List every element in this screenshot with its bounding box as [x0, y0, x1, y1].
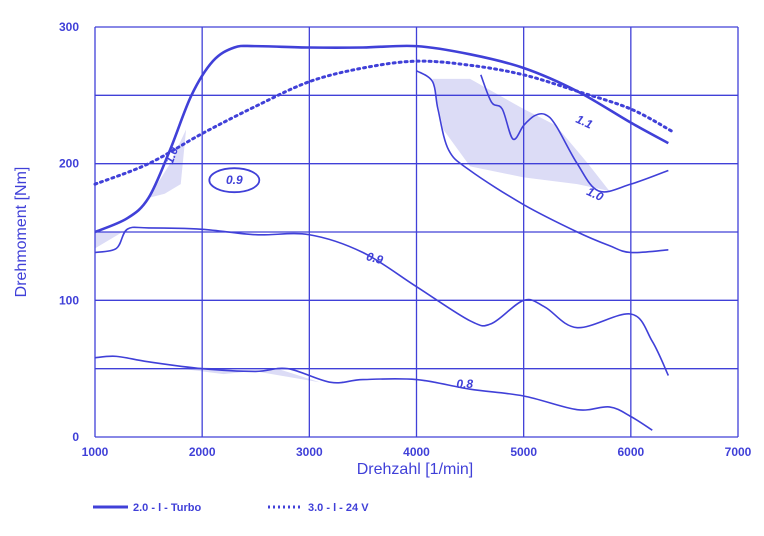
x-tick-label-1: 2000 [189, 445, 216, 459]
contour-label-4: 0.9 [365, 249, 385, 267]
chart-grid [94, 26, 739, 438]
shaded-regions [95, 78, 610, 383]
y-tick-label-0: 0 [72, 430, 79, 444]
contour-lines [94, 70, 670, 431]
y-tick-label-2: 200 [59, 157, 79, 171]
shaded-region-2 [95, 229, 128, 249]
contour-line-2 [94, 226, 670, 376]
contour-label-0: 1.0 [162, 145, 181, 166]
contour-labels: 1.0 0.9 1.1 1.0 0.9 0.8 [162, 112, 606, 391]
series-line-1 [93, 59, 676, 186]
x-axis-title: Drehzahl [1/min] [357, 461, 474, 478]
series-lines [93, 44, 676, 234]
x-tick-label-5: 6000 [617, 445, 644, 459]
contour-label-ring [208, 167, 261, 194]
shaded-region-1 [432, 78, 610, 191]
x-tick-label-0: 1000 [82, 445, 109, 459]
contour-label-1: 0.9 [226, 173, 243, 187]
contour-label-3: 1.0 [584, 184, 605, 204]
contour-line-0 [480, 74, 669, 193]
y-tick-label-1: 100 [59, 293, 79, 307]
series-line-0 [94, 44, 669, 234]
legend: 2.0 - l - Turbo 3.0 - l - 24 V [93, 502, 369, 514]
x-tick-label-2: 3000 [296, 445, 323, 459]
contour-label-5: 0.8 [456, 377, 473, 391]
x-tick-label-4: 5000 [510, 445, 537, 459]
y-axis-title: Drehmoment [Nm] [13, 167, 30, 298]
shaded-region-3 [180, 367, 321, 383]
legend-label-24v: 3.0 - l - 24 V [308, 502, 369, 514]
y-tick-label-3: 300 [59, 20, 79, 34]
y-tick-labels: 0 100 200 300 [59, 20, 79, 444]
shaded-region-0 [148, 129, 187, 198]
x-tick-label-3: 4000 [403, 445, 430, 459]
x-tick-label-6: 7000 [725, 445, 752, 459]
contour-line-1 [416, 70, 669, 254]
legend-label-turbo: 2.0 - l - Turbo [133, 502, 202, 514]
contour-label-2: 1.1 [574, 112, 595, 132]
contour-line-3 [94, 355, 653, 431]
x-tick-labels: 1000 2000 3000 4000 5000 6000 7000 [82, 445, 752, 459]
